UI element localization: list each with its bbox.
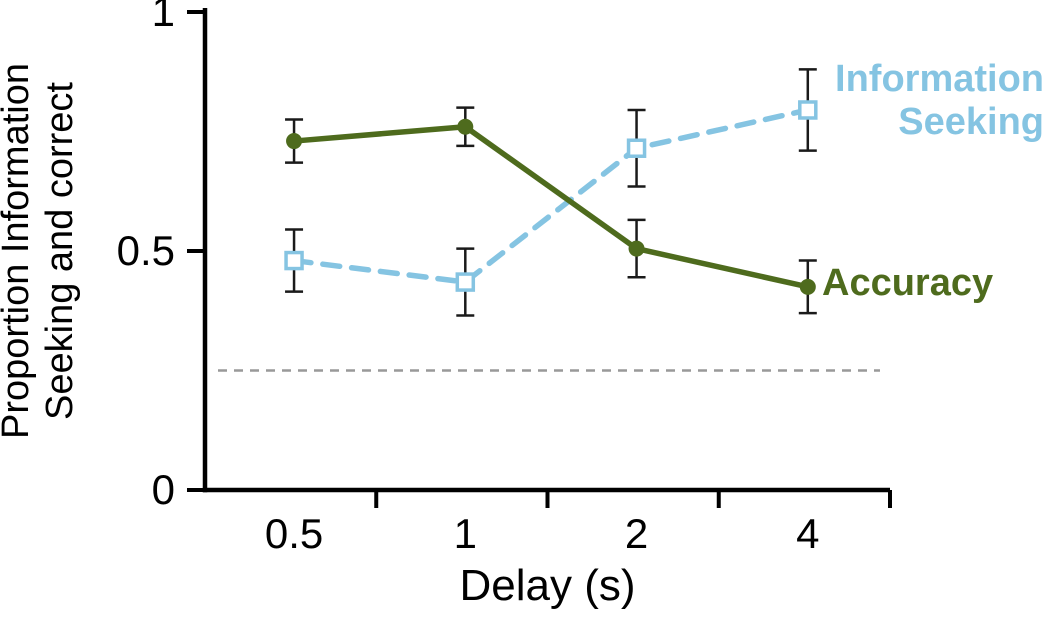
marker-accuracy	[457, 118, 474, 135]
marker-information-seeking	[455, 272, 476, 292]
series-label-accuracy: Accuracy	[822, 262, 994, 304]
marker-information-seeking	[626, 138, 647, 158]
y-axis-title: Proportion InformationSeeking and correc…	[0, 63, 81, 439]
x-axis-title: Delay (s)	[459, 561, 635, 610]
marker-information-seeking	[798, 100, 818, 120]
series-label-information-seeking: Information Seeking	[835, 58, 1044, 143]
marker-information-seeking	[284, 250, 304, 271]
marker-accuracy	[286, 133, 303, 150]
y-tick-label: 0	[152, 466, 175, 513]
y-tick-label: 1	[152, 0, 175, 35]
marker-accuracy	[799, 278, 816, 295]
y-tick-label: 0.5	[117, 227, 175, 274]
series-line-accuracy	[291, 123, 811, 290]
x-tick-label: 2	[625, 510, 648, 557]
x-tick-label: 4	[796, 510, 819, 557]
x-tick-label: 1	[454, 510, 477, 557]
series-line-information-seeking	[291, 107, 811, 285]
marker-accuracy	[628, 240, 645, 257]
x-tick-label: 0.5	[265, 510, 323, 557]
